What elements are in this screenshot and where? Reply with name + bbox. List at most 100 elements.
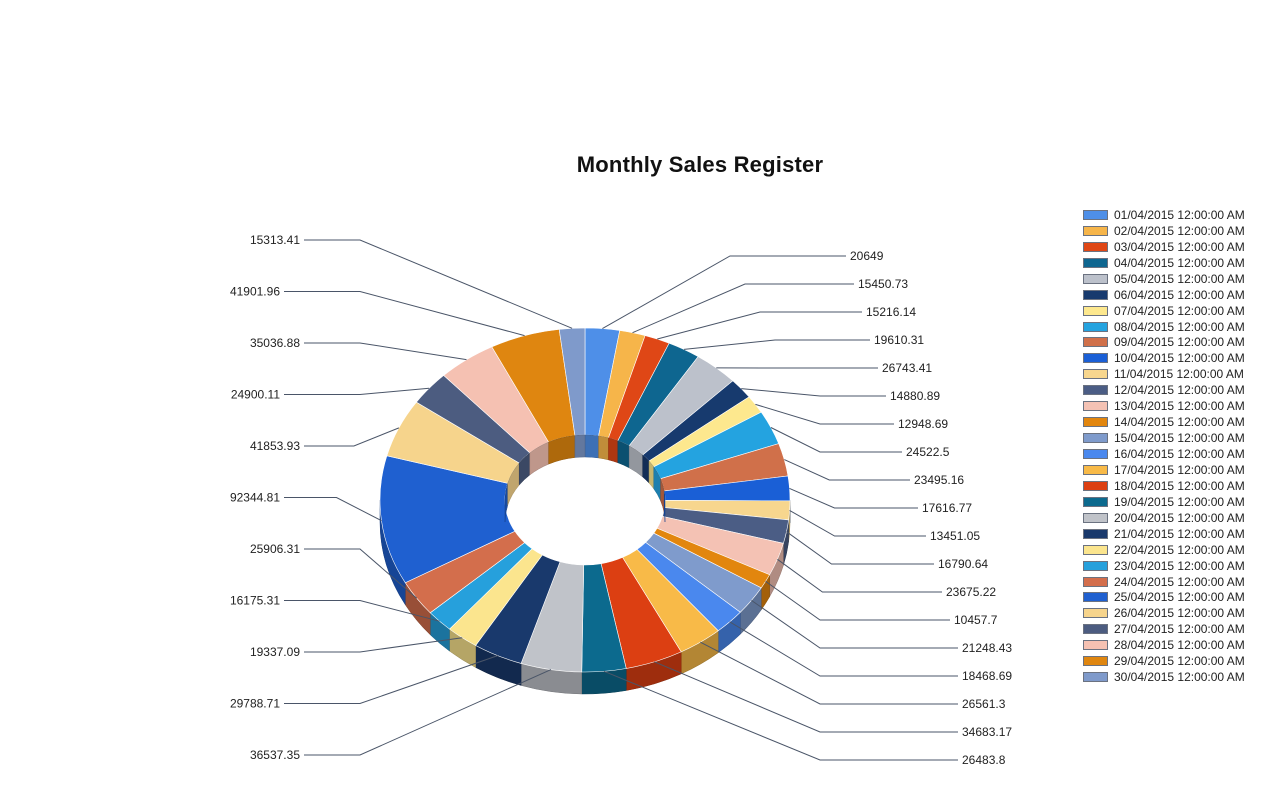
legend-swatch [1083,273,1108,284]
legend-label: 28/04/2015 12:00:00 AM [1114,638,1245,653]
legend-label: 10/04/2015 12:00:00 AM [1114,351,1245,366]
data-label-9: 23495.16 [914,473,964,487]
legend-item: 08/04/2015 12:00:00 AM [1083,319,1273,335]
legend-item: 10/04/2015 12:00:00 AM [1083,350,1273,366]
legend-swatch [1083,512,1108,523]
leader-line [683,339,870,350]
legend-item: 12/04/2015 12:00:00 AM [1083,382,1273,398]
leader-line [765,580,950,621]
leader-line [304,548,418,599]
data-label-15: 21248.43 [962,641,1012,655]
legend-label: 09/04/2015 12:00:00 AM [1114,335,1245,350]
legend-swatch [1083,608,1108,619]
legend-label: 18/04/2015 12:00:00 AM [1114,478,1245,493]
legend-swatch [1083,464,1108,475]
legend-item: 06/04/2015 12:00:00 AM [1083,287,1273,303]
slice-inner-wall [598,435,609,461]
data-label-24: 25906.31 [250,542,300,556]
legend-swatch [1083,369,1108,380]
leader-line [729,621,958,677]
legend-swatch [1083,528,1108,539]
legend-item: 28/04/2015 12:00:00 AM [1083,637,1273,653]
legend-label: 29/04/2015 12:00:00 AM [1114,654,1245,669]
leader-line [304,669,552,756]
legend-swatch [1083,257,1108,268]
data-label-27: 24900.11 [231,388,280,402]
slice-inner-wall [617,440,630,469]
leader-line [770,427,902,453]
legend-label: 13/04/2015 12:00:00 AM [1114,399,1245,414]
chart-legend: 01/04/2015 12:00:00 AM 02/04/2015 12:00:0… [1083,207,1273,685]
data-label-1: 20649 [850,249,884,263]
legend-item: 27/04/2015 12:00:00 AM [1083,621,1273,637]
data-label-6: 14880.89 [890,389,940,403]
legend-label: 27/04/2015 12:00:00 AM [1114,622,1245,637]
leader-line [284,497,382,522]
legend-item: 18/04/2015 12:00:00 AM [1083,478,1273,494]
data-label-29: 41901.96 [230,285,280,299]
leader-line [741,388,886,397]
slice-inner-wall [608,437,619,464]
leader-line [304,427,400,447]
legend-swatch [1083,576,1108,587]
legend-swatch [1083,672,1108,683]
slice-inner-wall [663,490,666,523]
leader-line [304,637,463,653]
leader-line [657,311,862,340]
data-label-16: 18468.69 [962,669,1012,683]
legend-swatch [1083,592,1108,603]
legend-label: 05/04/2015 12:00:00 AM [1114,271,1245,286]
legend-swatch [1083,321,1108,332]
legend-label: 14/04/2015 12:00:00 AM [1114,415,1245,430]
legend-label: 04/04/2015 12:00:00 AM [1114,255,1245,270]
legend-swatch [1083,544,1108,555]
leader-line [786,531,934,565]
legend-swatch [1083,385,1108,396]
leader-line [777,558,942,593]
leader-line [755,403,894,425]
legend-item: 07/04/2015 12:00:00 AM [1083,303,1273,319]
legend-item: 24/04/2015 12:00:00 AM [1083,574,1273,590]
legend-item: 29/04/2015 12:00:00 AM [1083,653,1273,669]
legend-label: 17/04/2015 12:00:00 AM [1114,462,1245,477]
legend-swatch [1083,337,1108,348]
legend-label: 22/04/2015 12:00:00 AM [1114,542,1245,557]
leader-line [284,387,430,395]
data-label-18: 34683.17 [962,725,1012,739]
chart-title: Monthly Sales Register [576,152,824,177]
legend-swatch [1083,433,1108,444]
legend-swatch [1083,449,1108,460]
legend-item: 26/04/2015 12:00:00 AM [1083,605,1273,621]
legend-item: 03/04/2015 12:00:00 AM [1083,239,1273,255]
legend-item: 13/04/2015 12:00:00 AM [1083,398,1273,414]
data-label-19: 26483.8 [962,753,1006,767]
data-label-25: 92344.81 [230,491,280,505]
data-label-20: 36537.35 [250,748,300,762]
data-label-28: 35036.88 [250,336,300,350]
data-label-5: 26743.41 [882,361,932,375]
data-label-21: 29788.71 [230,697,280,711]
legend-label: 25/04/2015 12:00:00 AM [1114,590,1245,605]
legend-item: 23/04/2015 12:00:00 AM [1083,558,1273,574]
data-labels: 20649 15450.73 15216.14 19610.31 26743.41 148… [230,233,1012,767]
legend-swatch [1083,640,1108,651]
legend-swatch [1083,289,1108,300]
legend-label: 16/04/2015 12:00:00 AM [1114,447,1245,462]
legend-item: 21/04/2015 12:00:00 AM [1083,526,1273,542]
legend-item: 14/04/2015 12:00:00 AM [1083,414,1273,430]
legend-item: 30/04/2015 12:00:00 AM [1083,669,1273,685]
leader-line [751,599,958,649]
data-label-2: 15450.73 [858,277,908,291]
legend-label: 02/04/2015 12:00:00 AM [1114,223,1245,238]
legend-label: 20/04/2015 12:00:00 AM [1114,510,1245,525]
data-label-8: 24522.5 [906,445,950,459]
data-label-11: 13451.05 [930,529,980,543]
legend-item: 01/04/2015 12:00:00 AM [1083,207,1273,223]
legend-item: 25/04/2015 12:00:00 AM [1083,590,1273,606]
data-label-13: 23675.22 [946,585,996,599]
legend-label: 12/04/2015 12:00:00 AM [1114,383,1245,398]
leader-line [789,509,926,537]
legend-item: 09/04/2015 12:00:00 AM [1083,335,1273,351]
legend-item: 19/04/2015 12:00:00 AM [1083,494,1273,510]
